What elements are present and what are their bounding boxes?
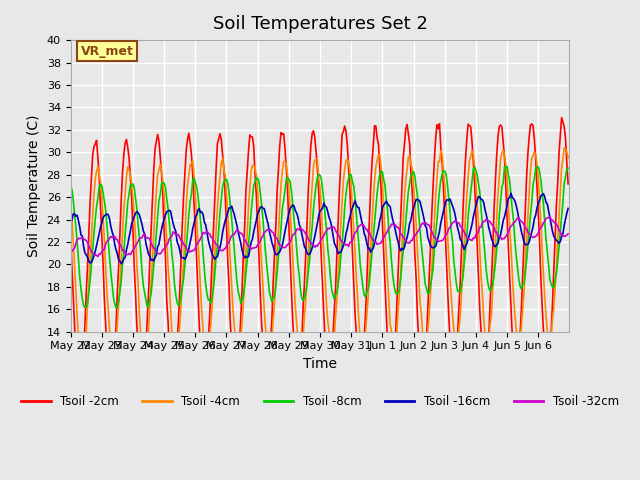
Tsoil -2cm — [497, 122, 504, 128]
Tsoil -8cm — [503, 163, 511, 169]
Text: VR_met: VR_met — [81, 45, 134, 58]
Tsoil -32cm — [67, 250, 74, 256]
Tsoil -16cm — [564, 205, 572, 211]
Tsoil -2cm — [324, 370, 332, 375]
Tsoil -32cm — [94, 253, 102, 259]
Tsoil -32cm — [497, 234, 504, 240]
Tsoil -16cm — [324, 209, 332, 215]
Tsoil -16cm — [507, 191, 515, 196]
Line: Tsoil -16cm: Tsoil -16cm — [70, 193, 568, 264]
Tsoil -4cm — [324, 319, 332, 324]
Line: Tsoil -32cm: Tsoil -32cm — [70, 217, 568, 256]
Tsoil -2cm — [422, 335, 430, 341]
Tsoil -2cm — [84, 265, 92, 271]
Tsoil -2cm — [558, 115, 566, 120]
Line: Tsoil -8cm: Tsoil -8cm — [70, 166, 568, 308]
Tsoil -4cm — [564, 155, 572, 161]
Tsoil -16cm — [497, 232, 504, 238]
Tsoil -4cm — [77, 357, 85, 362]
Legend: Tsoil -2cm, Tsoil -4cm, Tsoil -8cm, Tsoil -16cm, Tsoil -32cm: Tsoil -2cm, Tsoil -4cm, Tsoil -8cm, Tsoi… — [17, 390, 623, 413]
Tsoil -4cm — [422, 337, 430, 343]
Tsoil -4cm — [100, 237, 108, 242]
X-axis label: Time: Time — [303, 357, 337, 371]
Tsoil -4cm — [67, 198, 74, 204]
Tsoil -16cm — [99, 215, 107, 220]
Tsoil -8cm — [497, 199, 504, 204]
Tsoil -8cm — [99, 190, 107, 196]
Tsoil -8cm — [564, 165, 572, 171]
Tsoil -2cm — [563, 160, 571, 166]
Tsoil -32cm — [563, 232, 571, 238]
Title: Soil Temperatures Set 2: Soil Temperatures Set 2 — [212, 15, 428, 33]
Tsoil -8cm — [422, 286, 430, 291]
Line: Tsoil -2cm: Tsoil -2cm — [70, 118, 568, 389]
Tsoil -4cm — [561, 145, 568, 151]
Line: Tsoil -4cm: Tsoil -4cm — [70, 148, 568, 360]
Tsoil -32cm — [84, 240, 92, 245]
Tsoil -32cm — [324, 225, 332, 231]
Tsoil -4cm — [497, 156, 504, 162]
Y-axis label: Soil Temperature (C): Soil Temperature (C) — [27, 115, 41, 257]
Tsoil -4cm — [563, 149, 571, 155]
Tsoil -4cm — [85, 283, 93, 288]
Tsoil -8cm — [563, 167, 571, 172]
Tsoil -2cm — [99, 261, 107, 267]
Tsoil -16cm — [84, 254, 92, 260]
Tsoil -2cm — [170, 386, 177, 392]
Tsoil -32cm — [564, 231, 572, 237]
Tsoil -8cm — [324, 246, 332, 252]
Tsoil -16cm — [67, 221, 74, 227]
Tsoil -16cm — [422, 225, 430, 230]
Tsoil -32cm — [546, 214, 554, 220]
Tsoil -32cm — [422, 221, 430, 227]
Tsoil -16cm — [117, 261, 125, 266]
Tsoil -8cm — [67, 185, 74, 191]
Tsoil -2cm — [564, 181, 572, 187]
Tsoil -8cm — [112, 305, 120, 311]
Tsoil -8cm — [84, 302, 92, 308]
Tsoil -16cm — [563, 210, 571, 216]
Tsoil -32cm — [100, 246, 108, 252]
Tsoil -2cm — [67, 229, 74, 235]
